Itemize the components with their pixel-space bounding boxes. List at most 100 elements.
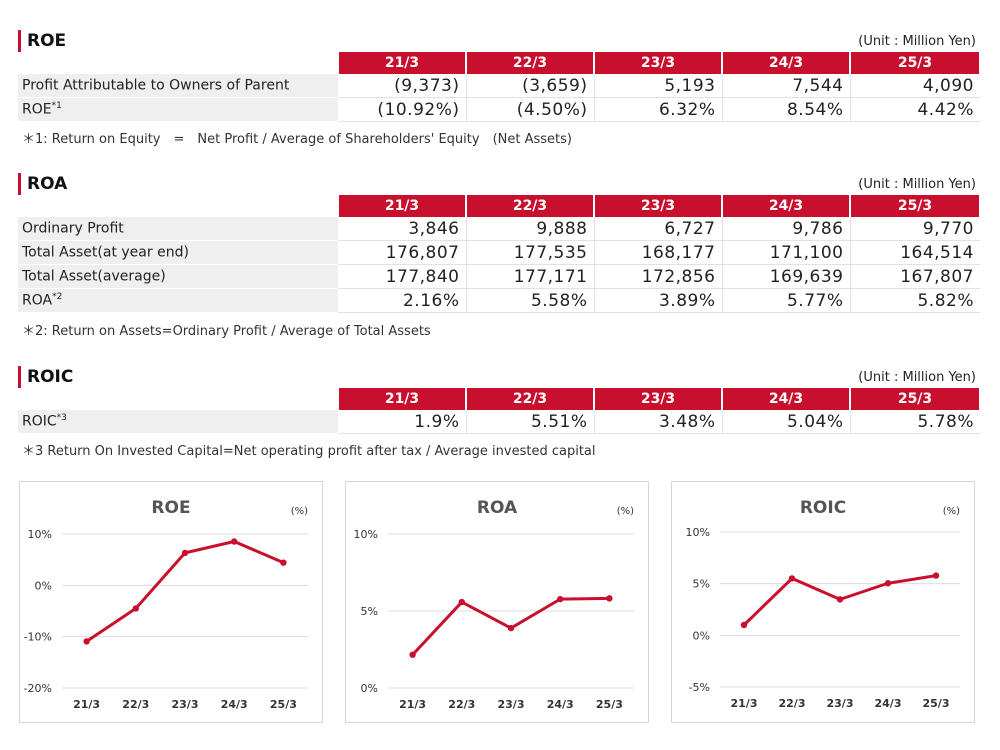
row-label: Profit Attributable to Owners of Parent xyxy=(18,74,338,98)
row-label: Total Asset(average) xyxy=(18,264,338,289)
roa-header-blank xyxy=(18,195,338,217)
roe-section-title: ROE xyxy=(18,30,66,52)
y-tick-label: 10% xyxy=(686,526,710,539)
y-tick-label: 0% xyxy=(361,682,378,695)
table-cell: 171,100 xyxy=(721,240,850,265)
table-cell: (10.92%) xyxy=(338,97,466,122)
roa-section: ROA (Unit : Million Yen) 21/3 22/3 23/3 … xyxy=(18,173,981,343)
y-tick-label: 0% xyxy=(693,629,710,642)
table-cell: 5.58% xyxy=(465,288,594,313)
roic-section: ROIC (Unit : Million Yen) 21/3 22/3 23/3… xyxy=(18,366,981,466)
roe-unit-label: (Unit : Million Yen) xyxy=(858,34,976,49)
roa-header-cell: 24/3 xyxy=(721,195,851,217)
roa-header-cell: 25/3 xyxy=(849,195,981,217)
table-cell: 8.54% xyxy=(721,97,850,122)
x-tick-label: 21/3 xyxy=(73,698,100,711)
table-cell: 3.89% xyxy=(593,288,722,313)
footnote-marker: *1 xyxy=(51,101,62,112)
y-tick-label: -10% xyxy=(24,631,52,644)
roic-chart: ROIC (%) 10% 5% 0% -5% 21/3 22/3 23/3 24/3 25/3 xyxy=(671,481,975,723)
data-point xyxy=(836,596,844,603)
table-row: Total Asset(average) 177,840 177,171 172… xyxy=(18,264,980,289)
roic-chart-svg: ROIC (%) 10% 5% 0% -5% 21/3 22/3 23/3 24/3 25/3 xyxy=(686,498,961,710)
table-cell: 5,193 xyxy=(593,74,722,98)
x-tick-label: 25/3 xyxy=(270,698,297,711)
chart-unit-label: (%) xyxy=(291,506,308,517)
table-row: Ordinary Profit 3,846 9,888 6,727 9,786 … xyxy=(18,217,980,241)
row-label: Ordinary Profit xyxy=(18,217,338,241)
roe-header-cell: 24/3 xyxy=(721,52,851,74)
row-label: ROA*2 xyxy=(18,288,338,313)
roe-header-blank xyxy=(18,52,338,74)
footnote-marker: *3 xyxy=(56,413,67,424)
table-cell: 2.16% xyxy=(338,288,466,313)
row-label-text: ROE xyxy=(22,101,52,118)
row-label-text: ROIC xyxy=(22,413,57,430)
row-label-text: Total Asset(at year end) xyxy=(22,244,189,261)
x-tick-label: 24/3 xyxy=(221,698,248,711)
chart-title: ROIC xyxy=(800,498,846,518)
table-cell: 5.78% xyxy=(849,410,980,434)
x-tick-label: 22/3 xyxy=(779,697,806,710)
table-cell: (9,373) xyxy=(338,74,466,98)
roic-unit-label: (Unit : Million Yen) xyxy=(858,370,976,385)
data-point xyxy=(606,595,613,602)
x-tick-label: 25/3 xyxy=(923,697,950,710)
table-cell: (4.50%) xyxy=(465,97,594,122)
row-label: ROIC*3 xyxy=(18,410,338,434)
roic-header-cell: 22/3 xyxy=(465,388,595,410)
table-cell: 5.77% xyxy=(721,288,850,313)
roic-section-title: ROIC xyxy=(18,366,73,388)
table-cell: 5.51% xyxy=(465,410,594,434)
y-tick-label: 5% xyxy=(361,605,378,618)
table-row: ROIC*3 1.9% 5.51% 3.48% 5.04% 5.78% xyxy=(18,410,980,434)
roic-header-cell: 21/3 xyxy=(337,388,467,410)
table-cell: 167,807 xyxy=(849,264,980,289)
footnote-marker: *2 xyxy=(52,292,63,303)
data-point xyxy=(231,538,238,545)
x-tick-label: 22/3 xyxy=(122,698,149,711)
roic-table: 21/3 22/3 23/3 24/3 25/3 ROIC*3 1.9% 5.5… xyxy=(18,388,981,434)
table-cell: 1.9% xyxy=(338,410,466,434)
y-tick-label: 10% xyxy=(354,528,378,541)
x-tick-label: 21/3 xyxy=(399,698,426,711)
table-row: ROA*2 2.16% 5.58% 3.89% 5.77% 5.82% xyxy=(18,288,980,313)
chart-unit-label: (%) xyxy=(943,506,960,517)
roa-unit-label: (Unit : Million Yen) xyxy=(858,177,976,192)
table-cell: 169,639 xyxy=(721,264,850,289)
series-line xyxy=(85,539,284,643)
roe-header-row: 21/3 22/3 23/3 24/3 25/3 xyxy=(18,52,981,74)
x-tick-label: 22/3 xyxy=(448,698,475,711)
table-cell: 9,888 xyxy=(465,217,594,241)
table-cell: 4.42% xyxy=(849,97,980,122)
data-point xyxy=(740,621,748,629)
roe-chart-svg: ROE (%) 10% 0% -10% -20% 21/3 22/3 23/3 24/3 25/3 xyxy=(24,498,309,711)
data-point xyxy=(884,580,892,587)
roic-header-cell: 25/3 xyxy=(849,388,981,410)
data-point xyxy=(409,651,416,658)
table-cell: 9,770 xyxy=(849,217,980,241)
table-cell: 5.82% xyxy=(849,288,980,313)
data-point xyxy=(788,575,796,582)
x-tick-label: 24/3 xyxy=(547,698,574,711)
data-point xyxy=(507,624,515,632)
data-point xyxy=(132,605,139,612)
roa-header-cell: 21/3 xyxy=(337,195,467,217)
roic-footnote: ＊3 Return On Invested Capital=Net operat… xyxy=(22,444,596,459)
table-cell: 176,807 xyxy=(338,240,466,265)
data-point xyxy=(83,638,90,645)
roa-table: 21/3 22/3 23/3 24/3 25/3 Ordinary Profit… xyxy=(18,195,981,313)
roe-table: 21/3 22/3 23/3 24/3 25/3 Profit Attribut… xyxy=(18,52,981,122)
table-cell: 164,514 xyxy=(849,240,980,265)
table-cell: 177,171 xyxy=(465,264,594,289)
table-row: Total Asset(at year end) 176,807 177,535… xyxy=(18,240,980,265)
roic-header-cell: 24/3 xyxy=(721,388,851,410)
data-point xyxy=(280,559,287,566)
table-cell: 177,840 xyxy=(338,264,466,289)
roe-chart: ROE (%) 10% 0% -10% -20% 21/3 22/3 23/3 24/3 25/3 xyxy=(19,481,323,723)
roe-footnote: ＊1: Return on Equity = Net Profit / Aver… xyxy=(22,132,572,147)
y-tick-label: 0% xyxy=(35,579,52,592)
chart-title: ROA xyxy=(477,498,518,518)
y-tick-label: -5% xyxy=(689,681,710,694)
data-point xyxy=(557,595,564,603)
